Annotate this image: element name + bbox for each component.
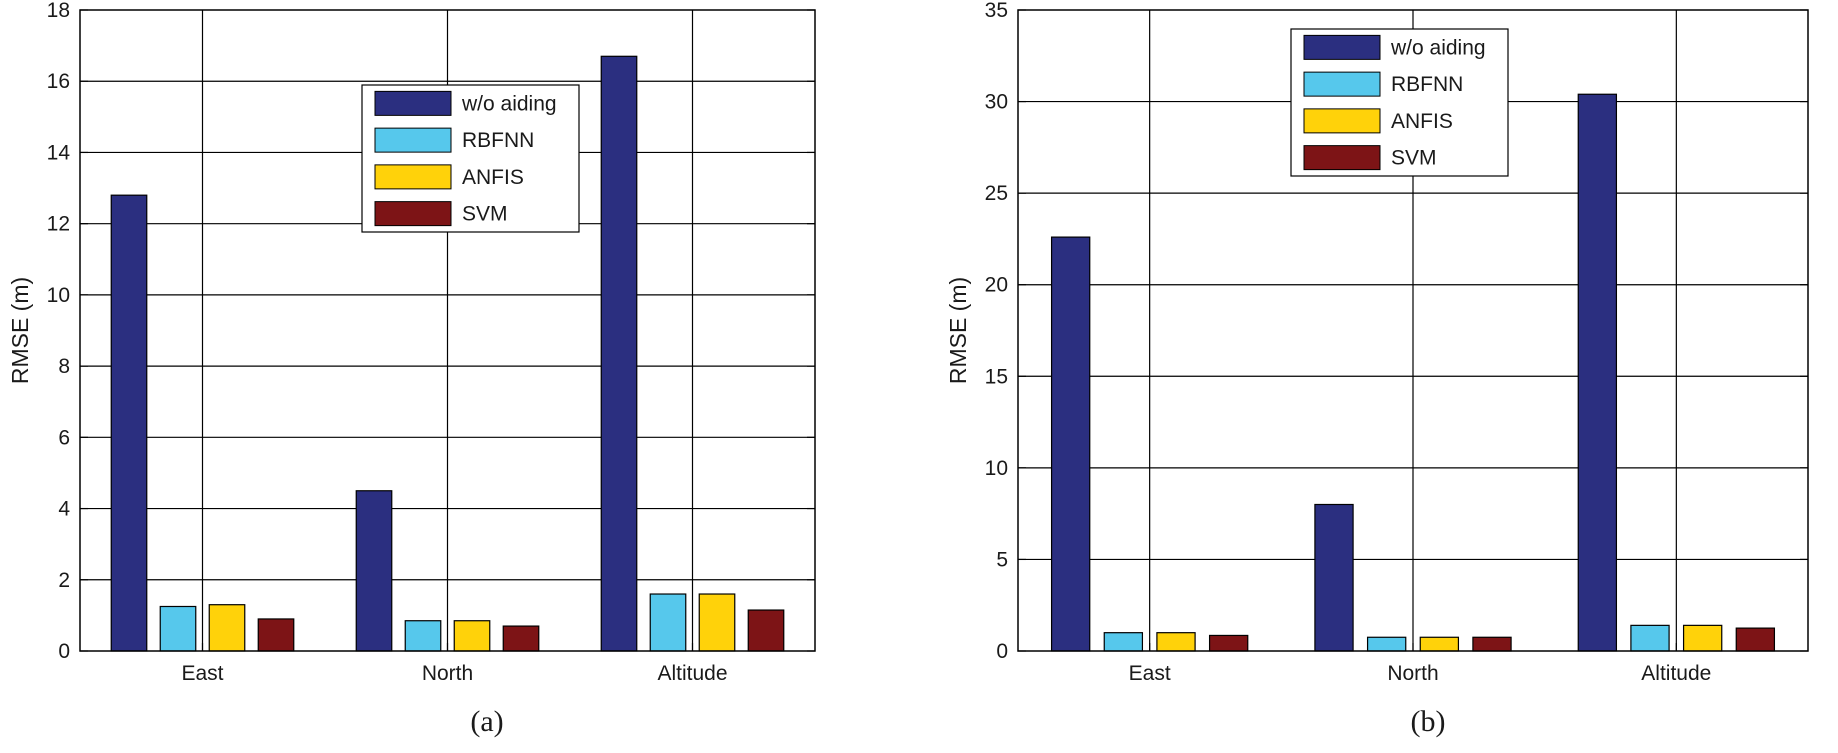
y-tick-label: 0 [996, 640, 1008, 663]
legend: w/o aiding RBFNN ANFIS SVM [1290, 28, 1509, 177]
legend-swatch [374, 90, 452, 116]
bar-svm-east [1208, 634, 1249, 652]
bar-w-o-aiding-altitude [1577, 93, 1618, 652]
bar-w-o-aiding-altitude [600, 55, 638, 652]
bar-rbfnn-north [404, 620, 442, 652]
x-tick-label: East [1129, 662, 1171, 685]
bar-rbfnn-altitude [649, 593, 687, 652]
x-tick-label: Altitude [657, 662, 727, 685]
bar-svm-east [257, 618, 295, 652]
bar-w-o-aiding-north [355, 490, 393, 652]
x-tick-label: East [181, 662, 223, 685]
y-tick-label: 12 [47, 213, 70, 236]
legend-label: ANFIS [1391, 110, 1453, 133]
legend-label: ANFIS [462, 166, 524, 189]
bar-anfis-altitude [1682, 624, 1723, 652]
legend-swatch [1303, 145, 1381, 171]
bar-w-o-aiding-east [1050, 236, 1091, 652]
y-tick-label: 20 [985, 274, 1008, 297]
legend-label: RBFNN [1391, 73, 1463, 96]
bar-svm-north [1472, 636, 1512, 652]
panel-caption: (b) [1411, 705, 1446, 738]
y-tick-label: 8 [58, 355, 70, 378]
bar-anfis-north [1419, 636, 1460, 652]
bar-rbfnn-east [1103, 632, 1144, 652]
bar-anfis-north [453, 620, 491, 652]
y-tick-label: 10 [47, 284, 70, 307]
bar-anfis-east [208, 604, 246, 652]
y-tick-label: 5 [996, 548, 1008, 571]
legend-swatch [1303, 71, 1381, 97]
y-axis-label: RMSE (m) [7, 277, 33, 384]
legend-swatch [1303, 34, 1381, 60]
bar-anfis-east [1156, 632, 1196, 652]
legend-label: SVM [1391, 147, 1437, 170]
y-tick-label: 25 [985, 182, 1008, 205]
bar-w-o-aiding-north [1314, 503, 1354, 652]
panel-caption: (a) [470, 705, 503, 738]
y-tick-label: 35 [985, 0, 1008, 22]
y-axis-label: RMSE (m) [945, 277, 971, 384]
y-tick-label: 30 [985, 91, 1008, 114]
y-tick-label: 0 [58, 640, 70, 663]
legend-swatch [1303, 108, 1381, 134]
y-tick-label: 16 [47, 70, 70, 93]
legend-swatch [374, 127, 452, 153]
x-tick-label: North [422, 662, 473, 685]
y-tick-label: 4 [58, 498, 70, 521]
y-tick-label: 15 [985, 365, 1008, 388]
y-tick-label: 10 [985, 457, 1008, 480]
bar-svm-north [502, 625, 540, 652]
bar-rbfnn-altitude [1630, 624, 1670, 652]
legend-label: w/o aiding [461, 92, 557, 115]
legend-label: RBFNN [462, 129, 534, 152]
legend-label: SVM [462, 203, 508, 226]
legend: w/o aiding RBFNN ANFIS SVM [361, 84, 580, 233]
y-tick-label: 18 [47, 0, 70, 22]
legend-swatch [374, 201, 452, 227]
y-tick-label: 6 [58, 426, 70, 449]
y-tick-label: 2 [58, 569, 70, 592]
bar-svm-altitude [1735, 627, 1776, 652]
bar-anfis-altitude [698, 593, 736, 652]
bar-rbfnn-north [1366, 636, 1407, 652]
x-tick-label: North [1387, 662, 1438, 685]
bar-rbfnn-east [159, 605, 197, 652]
bar-w-o-aiding-east [110, 194, 148, 652]
chart-panel-b: 0 5 10 15 20 25 30 35 East North Altitude RMSE (m) w… [945, 0, 1809, 738]
bar-svm-altitude [747, 609, 785, 652]
chart-panel-a: 0 2 4 6 8 10 12 14 16 18 East North Altitude RMSE (m)… [7, 0, 816, 738]
legend-swatch [374, 164, 452, 190]
x-tick-label: Altitude [1641, 662, 1711, 685]
y-tick-label: 14 [47, 141, 71, 164]
legend-label: w/o aiding [1390, 36, 1486, 59]
